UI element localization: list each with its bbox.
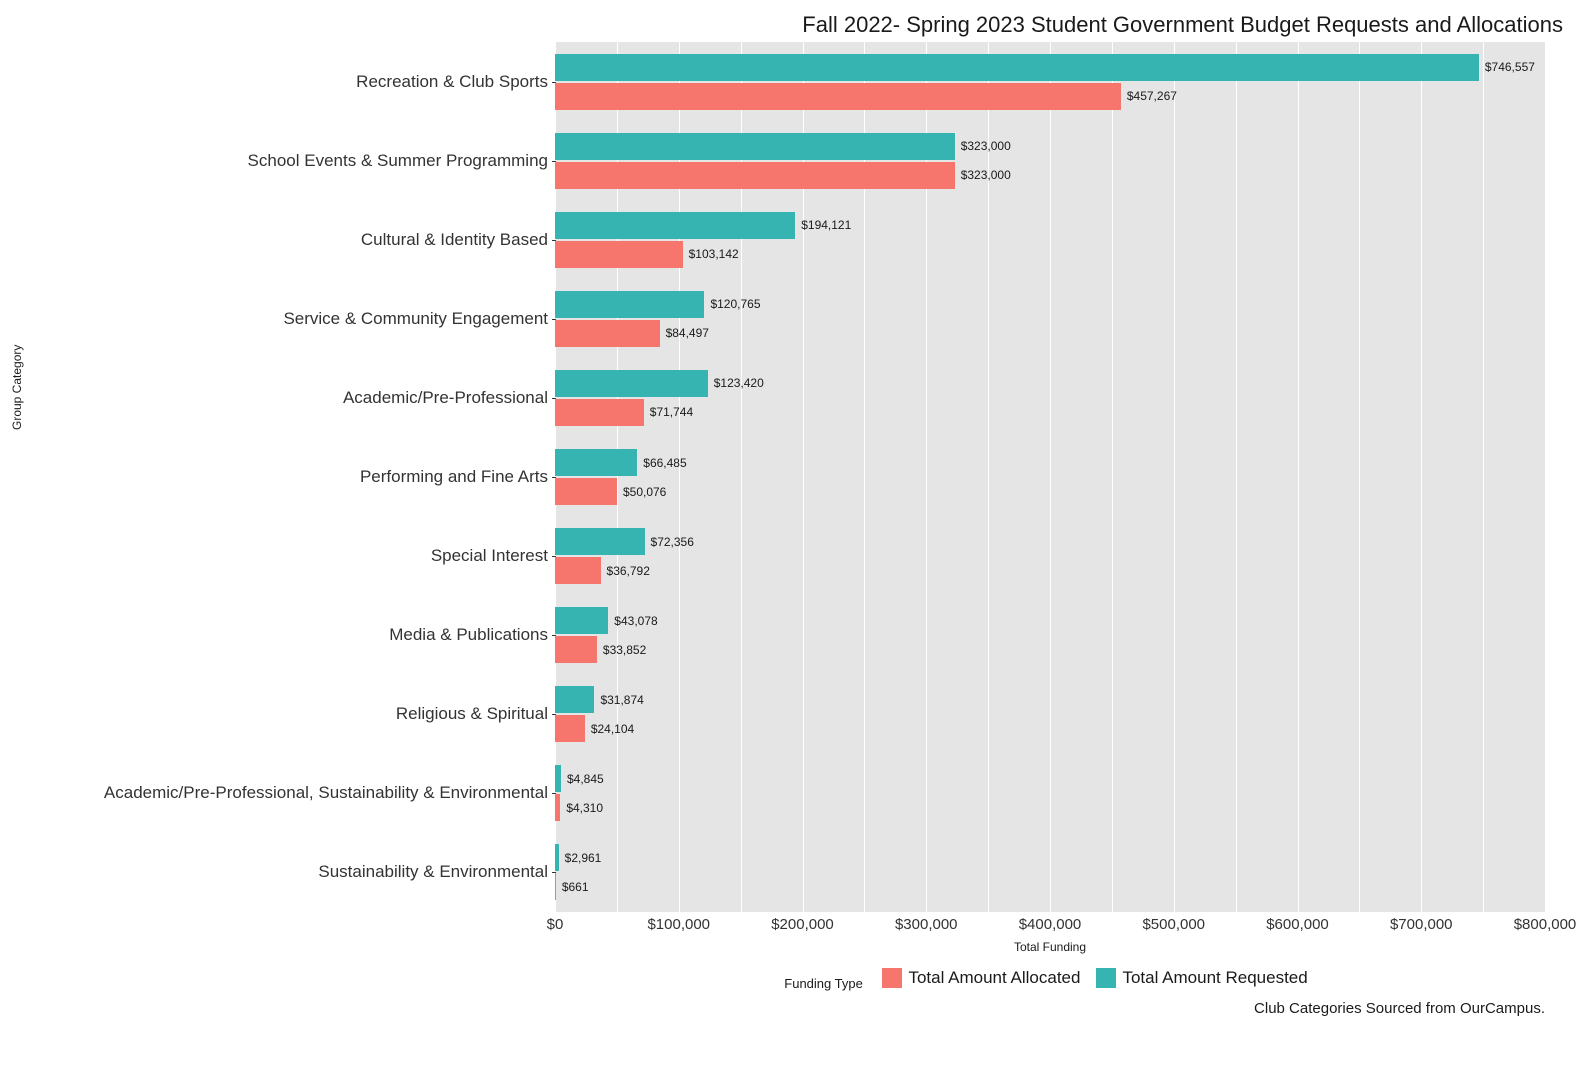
bar-allocated — [555, 83, 1121, 110]
gridline — [1483, 42, 1484, 912]
category-label: Media & Publications — [389, 625, 548, 645]
bar-value-label: $43,078 — [614, 614, 657, 628]
category-label: Special Interest — [431, 546, 548, 566]
gridline — [1112, 42, 1113, 912]
gridline — [1298, 42, 1299, 912]
x-tick-label: $100,000 — [647, 916, 710, 933]
category-label: Academic/Pre-Professional — [343, 388, 548, 408]
bar-value-label: $50,076 — [623, 485, 666, 499]
chart-title: Fall 2022- Spring 2023 Student Governmen… — [555, 12, 1563, 38]
bar-requested — [555, 291, 704, 318]
gridline — [1421, 42, 1422, 912]
bar-requested — [555, 212, 795, 239]
bar-allocated — [555, 557, 601, 584]
bar-value-label: $4,845 — [567, 772, 604, 786]
gridline — [1174, 42, 1175, 912]
bar-value-label: $457,267 — [1127, 89, 1177, 103]
category-label: Recreation & Club Sports — [356, 72, 548, 92]
bar-value-label: $33,852 — [603, 643, 646, 657]
x-tick-label: $500,000 — [1142, 916, 1205, 933]
gridline — [1050, 42, 1051, 912]
bar-value-label: $746,557 — [1485, 60, 1535, 74]
bar-value-label: $123,420 — [714, 376, 764, 390]
x-tick-label: $200,000 — [771, 916, 834, 933]
bar-value-label: $323,000 — [961, 139, 1011, 153]
bar-allocated — [555, 715, 585, 742]
bar-value-label: $84,497 — [666, 326, 709, 340]
x-tick-label: $800,000 — [1514, 916, 1577, 933]
bar-requested — [555, 54, 1479, 81]
bar-allocated — [555, 636, 597, 663]
x-tick-label: $400,000 — [1019, 916, 1082, 933]
bar-allocated — [555, 399, 644, 426]
y-axis-label: Group Category — [10, 345, 24, 430]
category-label: Performing and Fine Arts — [360, 467, 548, 487]
legend-item: Total Amount Requested — [1096, 968, 1307, 988]
bar-requested — [555, 686, 594, 713]
bar-value-label: $71,744 — [650, 405, 693, 419]
category-label: Cultural & Identity Based — [361, 230, 548, 250]
chart-caption: Club Categories Sourced from OurCampus. — [1254, 1000, 1545, 1017]
bar-value-label: $72,356 — [651, 535, 694, 549]
bar-requested — [555, 765, 561, 792]
bar-value-label: $661 — [562, 880, 589, 894]
x-tick-label: $700,000 — [1390, 916, 1453, 933]
bar-value-label: $66,485 — [643, 456, 686, 470]
bar-allocated — [555, 320, 660, 347]
legend-item: Total Amount Allocated — [882, 968, 1080, 988]
legend: Funding Type Total Amount Allocated Total… — [555, 968, 1545, 991]
legend-label: Total Amount Allocated — [908, 968, 1080, 988]
legend-swatch — [882, 968, 902, 988]
x-tick-label: $0 — [547, 916, 564, 933]
bar-value-label: $323,000 — [961, 168, 1011, 182]
gridline — [1545, 42, 1546, 912]
category-label: School Events & Summer Programming — [248, 151, 548, 171]
category-label: Service & Community Engagement — [283, 309, 548, 329]
x-tick-label: $600,000 — [1266, 916, 1329, 933]
gridline — [1236, 42, 1237, 912]
bar-allocated — [555, 478, 617, 505]
bar-value-label: $24,104 — [591, 722, 634, 736]
bar-allocated — [555, 241, 683, 268]
category-label: Academic/Pre-Professional, Sustainabilit… — [104, 783, 548, 803]
legend-label: Total Amount Requested — [1122, 968, 1307, 988]
legend-title: Funding Type — [784, 976, 863, 991]
bar-requested — [555, 133, 955, 160]
bar-value-label: $2,961 — [565, 851, 602, 865]
x-axis-label: Total Funding — [555, 940, 1545, 954]
bar-value-label: $103,142 — [689, 247, 739, 261]
gridline — [1359, 42, 1360, 912]
bar-requested — [555, 844, 559, 871]
bar-requested — [555, 607, 608, 634]
bar-value-label: $120,765 — [710, 297, 760, 311]
category-label: Religious & Spiritual — [396, 704, 548, 724]
bar-value-label: $36,792 — [607, 564, 650, 578]
x-tick-label: $300,000 — [895, 916, 958, 933]
legend-swatch — [1096, 968, 1116, 988]
category-label: Sustainability & Environmental — [318, 862, 548, 882]
bar-allocated — [555, 162, 955, 189]
bar-requested — [555, 370, 708, 397]
bar-value-label: $194,121 — [801, 218, 851, 232]
bar-allocated — [555, 794, 560, 821]
bar-requested — [555, 528, 645, 555]
bar-allocated — [555, 873, 556, 900]
bar-value-label: $4,310 — [566, 801, 603, 815]
bar-requested — [555, 449, 637, 476]
bar-value-label: $31,874 — [600, 693, 643, 707]
